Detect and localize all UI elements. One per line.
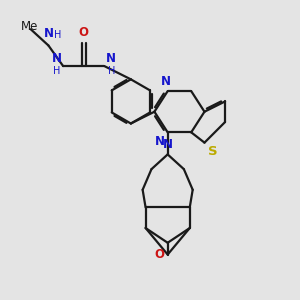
Text: H: H — [108, 66, 116, 76]
Text: N: N — [155, 135, 165, 148]
Text: S: S — [208, 145, 218, 158]
Text: N: N — [52, 52, 62, 64]
Text: N: N — [44, 27, 53, 40]
Text: H: H — [53, 66, 60, 76]
Text: Me: Me — [21, 20, 38, 33]
Text: H: H — [54, 30, 62, 40]
Text: N: N — [163, 139, 173, 152]
Text: O: O — [79, 26, 89, 39]
Text: N: N — [106, 52, 116, 64]
Text: O: O — [154, 248, 164, 261]
Text: N: N — [161, 75, 171, 88]
